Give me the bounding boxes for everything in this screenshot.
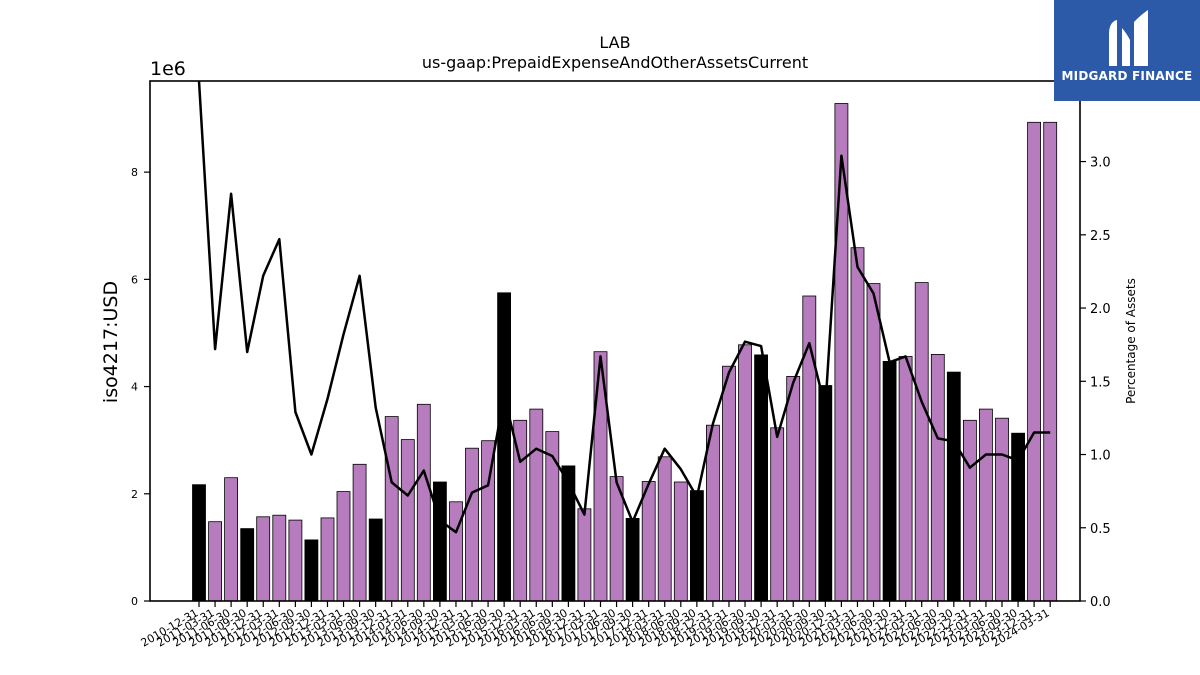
bar-2012-06-30 (288, 519, 303, 602)
brand-logo: MIDGARD FINANCE (1054, 0, 1200, 101)
bar-2023-12-31 (1027, 121, 1041, 602)
bar-2018-12-31 (706, 424, 720, 602)
bar-2011-12-31 (256, 516, 271, 602)
bar-2020-06-30 (802, 295, 817, 602)
bar-2020-12-31 (834, 103, 849, 602)
bar-2013-03-31 (336, 491, 351, 602)
bar-2013-09-30 (368, 518, 383, 602)
bar-2018-06-30 (673, 481, 688, 602)
bar-2014-06-30 (416, 403, 431, 602)
bar-2014-12-31 (449, 501, 463, 602)
y2-tick-label: 1.0 (1090, 449, 1111, 464)
bar-2011-06-30 (224, 477, 239, 602)
bar-2019-06-30 (738, 344, 752, 602)
bar-2021-03-31 (850, 247, 865, 602)
bar-2011-03-31 (208, 521, 223, 602)
y2-tick-label: 2.0 (1090, 302, 1111, 317)
logo-text: MIDGARD FINANCE (1061, 69, 1193, 83)
y2-tick-label: 1.5 (1090, 375, 1111, 390)
y2-tick-label: 0.0 (1090, 595, 1111, 610)
bar-2019-12-31 (770, 427, 785, 602)
y-tick-label: 6 (131, 273, 138, 286)
bar-2022-12-31 (963, 419, 977, 602)
logo-mark-icon (1109, 10, 1148, 66)
bar-2012-09-30 (304, 539, 319, 602)
bar-2016-12-31 (577, 508, 592, 602)
percentage-line (197, 80, 1051, 534)
bar-2015-03-31 (465, 447, 479, 602)
y-tick-label: 0 (131, 595, 138, 608)
chart-title: LAB (599, 33, 630, 52)
bar-2014-03-31 (400, 439, 415, 602)
y-axis-label: iso4217:USD (100, 281, 122, 403)
bar-2011-09-30 (240, 528, 255, 602)
bar-2023-06-30 (995, 417, 1009, 602)
bar-2018-09-30 (690, 490, 704, 602)
bar-2023-03-31 (979, 408, 993, 602)
bar-2024-03-31 (1043, 121, 1058, 602)
bar-2020-09-30 (818, 385, 833, 602)
bar-2015-09-30 (497, 292, 512, 602)
y-axis-ticks: 0 2 4 6 8 (131, 166, 150, 608)
bar-2017-09-30 (625, 518, 640, 602)
y-tick-label: 8 (131, 166, 138, 179)
bar-2017-12-31 (641, 481, 656, 602)
plot-frame (149, 80, 1081, 602)
chart-subtitle: us-gaap:PrepaidExpenseAndOtherAssetsCurr… (422, 53, 808, 72)
bar-2021-09-30 (882, 360, 897, 602)
bar-2019-03-31 (722, 365, 736, 602)
bar-2022-09-30 (946, 371, 961, 602)
bar-2019-09-30 (754, 354, 768, 602)
bar-2018-03-31 (657, 456, 672, 602)
y2-axis-label: Percentage of Assets (1124, 278, 1138, 404)
bar-2021-06-30 (866, 283, 881, 602)
bar-2020-03-31 (786, 375, 801, 602)
y-offset-label: 1e6 (150, 58, 186, 80)
bar-2014-09-30 (432, 481, 447, 602)
x-axis-ticks: 2010-12-312011-03-312011-06-302011-09-30… (139, 601, 1052, 650)
bar-2022-03-31 (914, 282, 929, 602)
bar-2013-06-30 (352, 463, 367, 602)
bar-2022-06-30 (930, 353, 945, 602)
y-tick-label: 2 (131, 488, 138, 501)
bar-2012-12-31 (320, 517, 335, 602)
bar-2013-12-31 (384, 416, 399, 602)
y2-tick-label: 0.5 (1090, 522, 1111, 537)
bar-2010-12-31 (192, 484, 206, 602)
bar-2016-03-31 (529, 408, 544, 602)
y2-tick-label: 3.0 (1090, 156, 1111, 171)
bar-2012-03-31 (272, 514, 287, 602)
bar-series (192, 103, 1058, 602)
bar-2016-09-30 (561, 465, 576, 602)
y-tick-label: 4 (131, 381, 138, 394)
y2-axis-ticks: 0.0 0.5 1.0 1.5 2.0 2.5 3.0 (1080, 156, 1111, 610)
y2-tick-label: 2.5 (1090, 229, 1111, 244)
bar-2021-12-31 (898, 356, 913, 602)
